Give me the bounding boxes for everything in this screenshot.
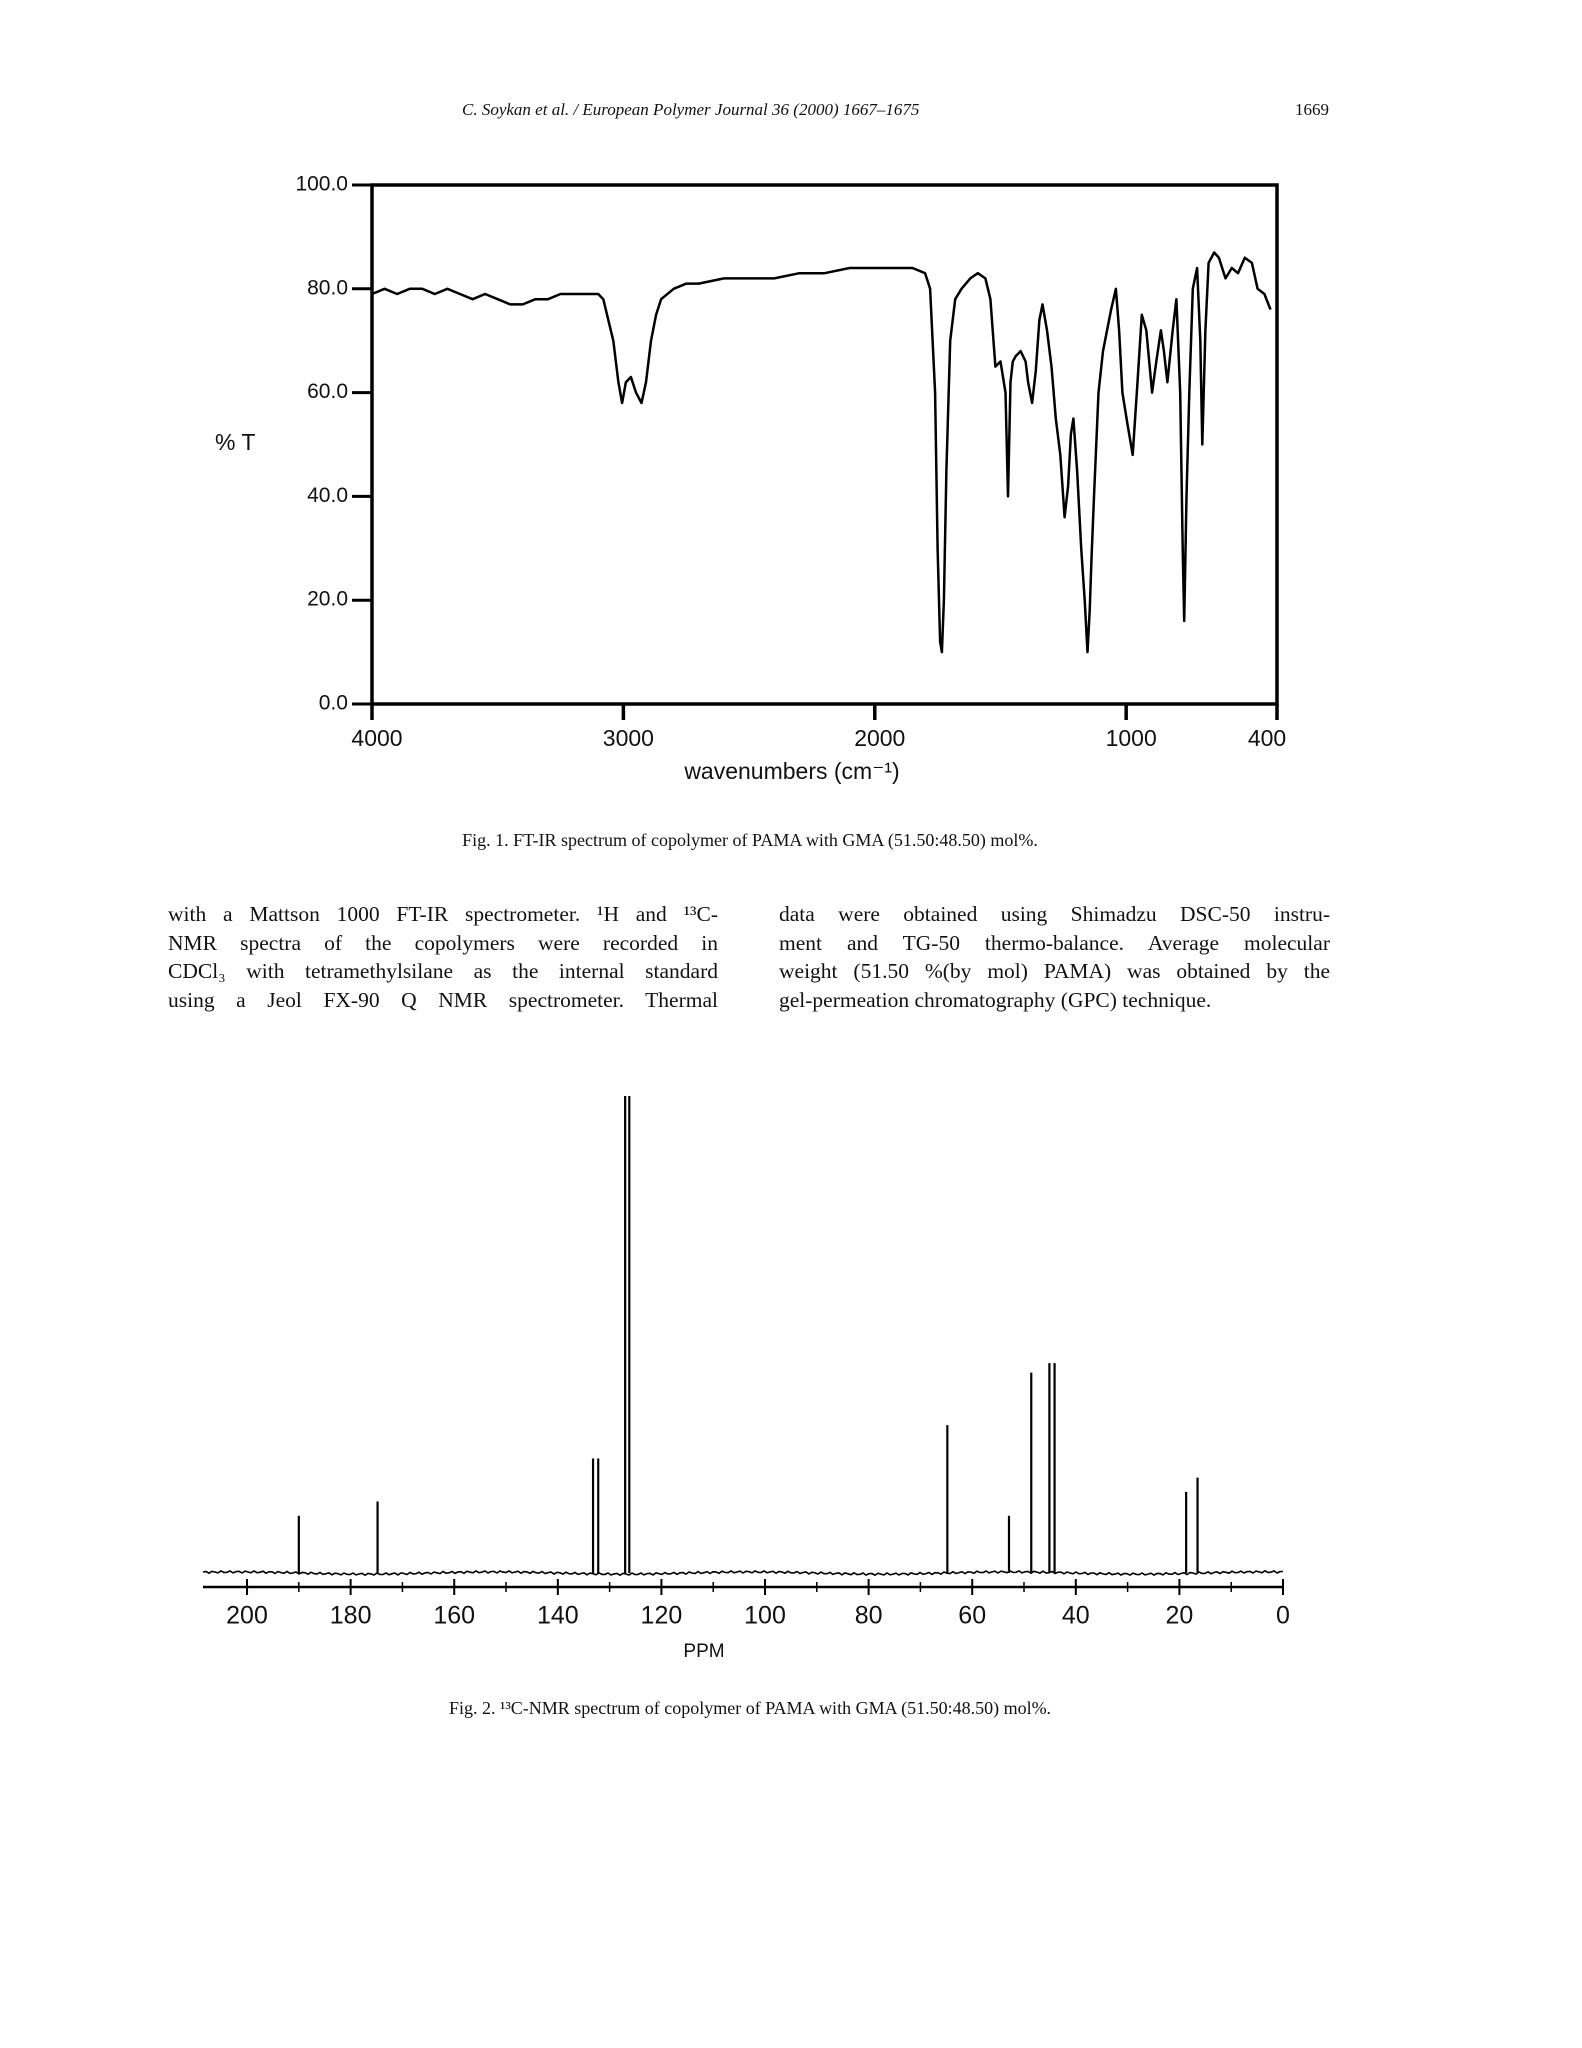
y-axis-label: % T <box>215 429 255 455</box>
text-line: CDCl₃ with tetramethylsilane as the inte… <box>168 959 718 983</box>
text-line: NMR spectra of the copolymers were recor… <box>168 930 718 955</box>
x-axis-label: PPM <box>683 1641 724 1662</box>
x-tick-label: 2000 <box>854 725 905 751</box>
x-tick-label: 200 <box>226 1602 268 1630</box>
page-number: 1669 <box>1295 100 1329 119</box>
y-tick-label: 100.0 <box>295 173 348 196</box>
y-tick-label: 20.0 <box>307 588 348 611</box>
x-tick-label: 3000 <box>603 725 654 751</box>
x-tick-label: 160 <box>433 1602 475 1630</box>
text-line: data were obtained using Shimadzu DSC-50… <box>779 902 1330 926</box>
text-line: with a Mattson 1000 FT-IR spectrometer. … <box>168 902 718 926</box>
text-line: gel-permeation chromatography (GPC) tech… <box>779 987 1212 1012</box>
x-tick-label: 400 <box>1248 725 1286 751</box>
baseline <box>202 1569 1284 1577</box>
x-tick-label: 4000 <box>351 725 402 751</box>
text-line: weight (51.50 %(by mol) PAMA) was obtain… <box>779 959 1330 983</box>
x-tick-label: 100 <box>744 1602 786 1630</box>
text-line: using a Jeol FX-90 Q NMR spectrometer. T… <box>168 987 718 1012</box>
y-tick-label: 0.0 <box>319 692 348 715</box>
x-tick-label: 20 <box>1165 1602 1193 1630</box>
x-tick-label: 180 <box>330 1602 372 1630</box>
x-tick-label: 1000 <box>1106 725 1157 751</box>
x-tick-label: 140 <box>537 1602 579 1630</box>
x-tick-label: 60 <box>958 1602 986 1630</box>
x-tick-label: 80 <box>855 1602 883 1630</box>
figure-caption: Fig. 1. FT-IR spectrum of copolymer of P… <box>462 830 1038 850</box>
x-axis-label: wavenumbers (cm⁻¹) <box>683 758 899 784</box>
x-tick-label: 0 <box>1276 1602 1290 1630</box>
running-title: C. Soykan et al. / European Polymer Jour… <box>462 100 920 119</box>
x-tick-label: 120 <box>641 1602 683 1630</box>
figure-caption: Fig. 2. ¹³C-NMR spectrum of copolymer of… <box>448 1698 1052 1718</box>
spectrum-line <box>371 251 1272 654</box>
x-tick-label: 40 <box>1062 1602 1090 1630</box>
y-tick-label: 80.0 <box>307 276 348 299</box>
plot-frame <box>370 183 1279 706</box>
y-tick-label: 40.0 <box>307 484 348 507</box>
text-line: ment and TG-50 thermo-balance. Average m… <box>779 930 1330 955</box>
y-tick-label: 60.0 <box>307 380 348 403</box>
